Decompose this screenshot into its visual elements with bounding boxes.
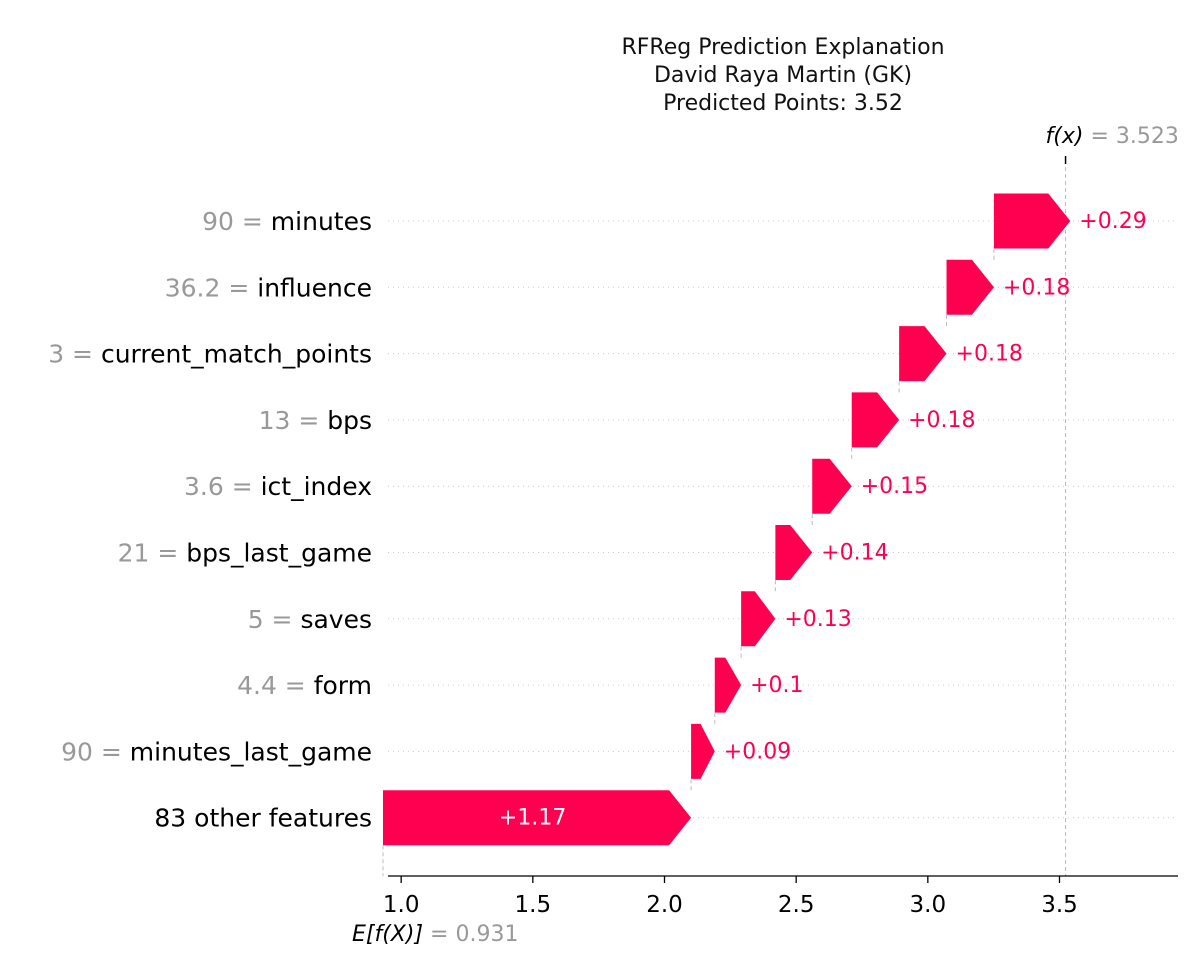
row-10-bar-label: +1.17 [499,806,566,831]
row-5-bar [812,458,852,514]
row-3-bar-label: +0.18 [956,342,1023,367]
row-4-bar [851,392,900,448]
connector-lines [382,160,1067,876]
row-gridlines [388,220,1178,819]
row-5-feature-label: 3.6 = ict_index [184,472,372,501]
row-6-feature-label: 21 = bps_last_game [118,539,372,568]
row-5-feature-name: ict_index [261,472,372,501]
row-10-bar [382,790,692,846]
row-1-bar-label: +0.29 [1079,209,1146,234]
row-9-feature-value: 90 = [61,737,130,766]
row-6-feature-name: bps_last_game [186,539,372,568]
x-axis: 1.0 1.5 2.0 2.5 3.0 3.5 [383,875,1178,918]
chart-title: RFReg Prediction Explanation David Raya … [621,35,944,116]
row-6-bar-label: +0.14 [821,541,888,566]
row-8-feature-value: 4.4 = [237,671,314,700]
row-3-feature-label: 3 = current_match_points [48,340,372,369]
row-3-bar [899,326,947,382]
row-8-bar-label: +0.1 [750,673,803,698]
row-2-feature-label: 36.2 = influence [165,273,372,302]
output-value-number: = 3.523 [1090,124,1178,149]
output-value-text: f(x) = 3.523 [1046,124,1179,149]
x-tick-label-4: 2.5 [778,892,815,918]
row-5-bar-label: +0.15 [861,474,928,499]
x-tick-label-2: 1.5 [515,892,552,918]
title-line-1: RFReg Prediction Explanation [621,35,944,60]
row-7-feature-name: saves [300,605,372,634]
x-tick-label-6: 3.5 [1041,892,1078,918]
output-value-marker: f(x) = 3.523 [1046,124,1179,164]
row-1-feature-value: 90 = [202,207,271,236]
row-8-feature-label: 4.4 = form [237,671,372,700]
row-4-feature-label: 13 = bps [259,406,372,435]
row-6-bar [775,525,813,580]
base-value-marker: E[f(X)] = 0.931 [352,922,518,947]
row-10-feature-name: 83 other features [154,804,372,833]
row-2-feature-name: influence [257,273,372,302]
row-3-feature-name: current_match_points [101,340,372,369]
title-line-2: David Raya Martin (GK) [654,63,912,88]
row-9-bar-label: +0.09 [724,739,791,764]
row-4-bar-label: +0.18 [908,408,975,433]
row-8-feature-name: form [314,671,372,700]
row-1-bar [993,193,1071,249]
x-tick-label-5: 3.0 [910,892,947,918]
base-value-text: E[f(X)] = 0.931 [352,922,518,947]
row-8-bar [714,657,742,713]
row-10-feature-label: 83 other features [154,804,372,833]
row-2-feature-value: 36.2 = [165,273,258,302]
title-line-3: Predicted Points: 3.52 [663,91,903,116]
row-5-feature-value: 3.6 = [184,472,261,501]
feature-labels: 90 = minutes 36.2 = influence 3 = current_… [48,207,372,833]
output-value-label: f(x) [1046,124,1091,149]
row-9-feature-name: minutes_last_game [130,737,372,766]
x-tick-label-1: 1.0 [383,892,420,918]
row-7-bar-label: +0.13 [784,607,851,632]
row-9-bar [691,723,715,779]
row-4-feature-name: bps [327,406,372,435]
row-1-feature-label: 90 = minutes [202,207,372,236]
x-tick-label-3: 2.0 [646,892,683,918]
row-7-feature-value: 5 = [248,605,301,634]
base-value-label: E[f(X)] [352,922,430,947]
row-3-feature-value: 3 = [48,340,101,369]
base-value-number: = 0.931 [430,922,518,947]
row-7-feature-label: 5 = saves [248,605,372,634]
row-6-feature-value: 21 = [118,539,187,568]
row-4-feature-value: 13 = [259,406,328,435]
row-2-bar-label: +0.18 [1003,275,1070,300]
row-1-feature-name: minutes [271,207,372,236]
row-7-bar [741,591,776,647]
row-9-feature-label: 90 = minutes_last_game [61,737,372,766]
bars: +0.29 +0.18 +0.18 +0.18 +0.15 +0.14 +0.13 +0.1 +… [382,193,1147,846]
row-2-bar [946,259,994,315]
